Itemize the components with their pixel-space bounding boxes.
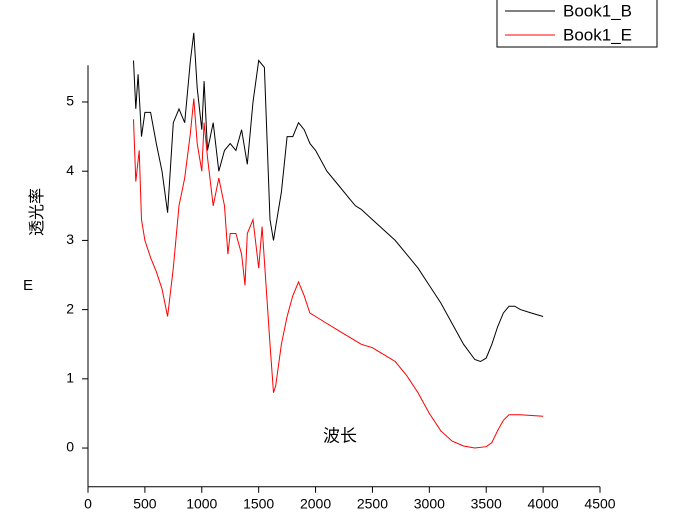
annotation: 透光率 (28, 188, 46, 236)
x-tick-label: 0 (84, 496, 92, 512)
series-line (133, 98, 544, 449)
x-tick-label: 4500 (584, 496, 615, 512)
y-tick-label: 0 (66, 439, 74, 455)
x-tick-label: 3500 (471, 496, 502, 512)
x-tick-label: 4000 (528, 496, 559, 512)
x-tick-label: 500 (133, 496, 157, 512)
y-tick-label: 3 (66, 231, 74, 247)
x-tick-label: 3000 (414, 496, 445, 512)
series-line (133, 32, 544, 363)
y-tick-label: 4 (66, 162, 74, 178)
legend-label: Book1_B (563, 1, 632, 20)
legend-box (496, 0, 658, 48)
y-axis-label: E (23, 277, 33, 294)
legend-label: Book1_E (563, 25, 632, 44)
x-tick-label: 1000 (186, 496, 217, 512)
x-tick-label: 2500 (357, 496, 388, 512)
y-tick-label: 5 (66, 93, 74, 109)
x-axis-label: 波长 (323, 426, 357, 445)
y-tick-label: 1 (66, 370, 74, 386)
y-tick-label: 2 (66, 300, 74, 316)
x-tick-label: 2000 (300, 496, 331, 512)
x-tick-label: 1500 (243, 496, 274, 512)
